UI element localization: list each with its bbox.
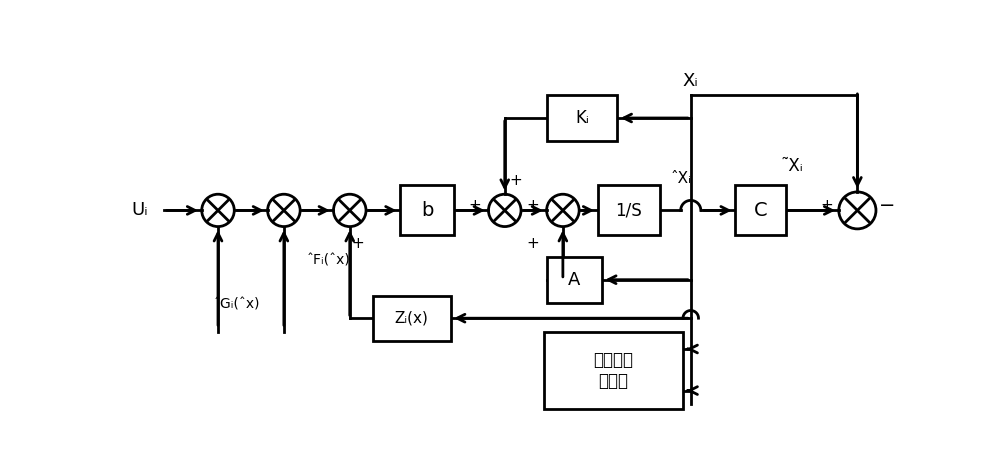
Text: Kᵢ: Kᵢ: [575, 109, 589, 127]
Text: A: A: [568, 271, 581, 289]
Text: ˆXᵢ: ˆXᵢ: [671, 171, 692, 186]
FancyBboxPatch shape: [735, 185, 786, 235]
FancyBboxPatch shape: [547, 95, 617, 141]
Text: ˆGᵢ(ˆx): ˆGᵢ(ˆx): [214, 298, 261, 311]
FancyBboxPatch shape: [373, 296, 450, 341]
Text: +: +: [509, 173, 522, 188]
FancyBboxPatch shape: [598, 185, 660, 235]
Text: +: +: [526, 198, 539, 213]
Text: +: +: [351, 236, 364, 251]
Text: +: +: [821, 198, 834, 213]
Text: Uᵢ: Uᵢ: [132, 202, 148, 219]
Text: Xᵢ: Xᵢ: [683, 72, 699, 90]
Text: ˆFᵢ(ˆx): ˆFᵢ(ˆx): [307, 253, 351, 267]
Text: 神经网络
估计器: 神经网络 估计器: [593, 351, 633, 390]
FancyBboxPatch shape: [547, 257, 602, 303]
FancyBboxPatch shape: [544, 332, 683, 409]
Text: −: −: [879, 196, 895, 215]
Text: ˜Xᵢ: ˜Xᵢ: [781, 157, 804, 175]
Text: b: b: [421, 201, 433, 220]
Text: +: +: [526, 236, 539, 251]
Text: Zᵢ(x): Zᵢ(x): [395, 311, 429, 326]
Text: C: C: [754, 201, 767, 220]
Text: 1/S: 1/S: [615, 202, 642, 219]
FancyBboxPatch shape: [400, 185, 454, 235]
Text: +: +: [468, 198, 481, 213]
